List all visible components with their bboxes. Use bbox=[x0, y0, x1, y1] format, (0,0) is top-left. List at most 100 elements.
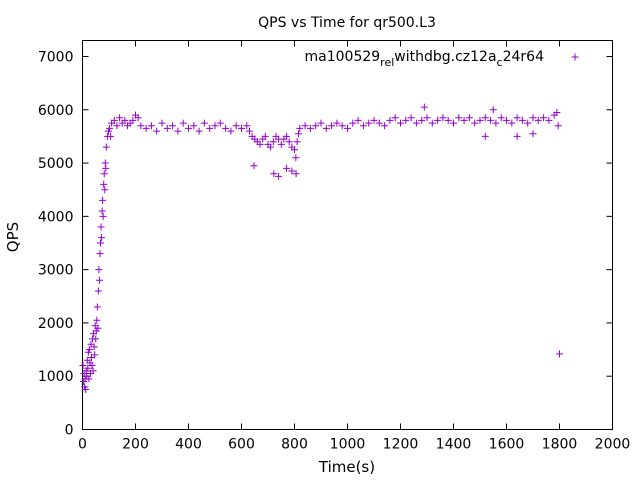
data-point bbox=[137, 122, 145, 130]
data-point bbox=[113, 122, 121, 130]
data-point bbox=[163, 124, 171, 132]
data-point bbox=[91, 351, 99, 359]
data-point bbox=[450, 119, 457, 127]
data-point bbox=[556, 350, 563, 358]
data-point bbox=[100, 180, 108, 188]
data-point bbox=[283, 132, 291, 140]
legend-label-subscript: rel bbox=[380, 56, 394, 69]
chart-title: QPS vs Time for qr500.L3 bbox=[258, 15, 436, 31]
data-point bbox=[84, 364, 92, 372]
x-tick-label: 1000 bbox=[330, 437, 366, 453]
data-point bbox=[195, 127, 203, 135]
data-point bbox=[322, 124, 330, 132]
data-point bbox=[110, 116, 118, 124]
x-tick-label: 1400 bbox=[436, 437, 472, 453]
data-point bbox=[349, 119, 357, 127]
data-point bbox=[200, 119, 208, 127]
y-tick-label: 7000 bbox=[38, 49, 74, 65]
data-point bbox=[487, 116, 495, 124]
data-point bbox=[93, 316, 101, 324]
y-tick-label: 5000 bbox=[38, 156, 74, 172]
data-point bbox=[94, 287, 102, 295]
data-point bbox=[129, 116, 137, 124]
data-point bbox=[90, 343, 98, 351]
data-point bbox=[402, 116, 410, 124]
data-point bbox=[85, 346, 93, 354]
data-point bbox=[503, 116, 510, 124]
data-point bbox=[508, 119, 516, 127]
data-point bbox=[344, 124, 351, 132]
data-point bbox=[338, 122, 346, 130]
data-point bbox=[375, 119, 383, 127]
y-tick-label: 4000 bbox=[38, 209, 74, 225]
legend-label-part: ma100529 bbox=[305, 49, 381, 65]
x-tick-label: 200 bbox=[122, 437, 149, 453]
data-point bbox=[489, 106, 497, 114]
data-point bbox=[328, 122, 336, 130]
x-tick-label: 400 bbox=[175, 437, 202, 453]
legend-marker bbox=[571, 53, 579, 61]
data-point bbox=[95, 276, 103, 284]
data-point bbox=[100, 170, 108, 178]
data-point bbox=[534, 116, 542, 124]
data-point bbox=[179, 119, 187, 127]
data-point bbox=[513, 114, 521, 122]
data-point bbox=[359, 122, 367, 130]
x-axis-ticks: 0 200 400 600 800 1000 1200 1400 1600 1800 2000 bbox=[78, 40, 631, 453]
data-point bbox=[238, 124, 245, 132]
x-tick-label: 1200 bbox=[383, 437, 419, 453]
data-point bbox=[294, 130, 302, 138]
data-point bbox=[306, 124, 314, 132]
data-point bbox=[243, 122, 251, 130]
data-point bbox=[98, 207, 106, 215]
data-point bbox=[333, 119, 341, 127]
data-point bbox=[99, 212, 107, 220]
data-point bbox=[102, 164, 110, 172]
data-point bbox=[121, 116, 129, 124]
data-point bbox=[412, 119, 420, 127]
data-point bbox=[232, 122, 240, 130]
data-point bbox=[275, 172, 283, 180]
data-point bbox=[94, 324, 102, 332]
data-point bbox=[216, 119, 224, 127]
data-point bbox=[455, 114, 463, 122]
x-tick-label: 0 bbox=[78, 437, 87, 453]
data-point bbox=[269, 138, 277, 146]
data-point bbox=[529, 114, 537, 122]
data-point bbox=[174, 127, 182, 135]
y-tick-label: 6000 bbox=[38, 103, 74, 119]
data-point bbox=[428, 119, 436, 127]
data-point bbox=[267, 143, 275, 151]
data-point bbox=[553, 108, 561, 116]
y-tick-label: 2000 bbox=[38, 316, 74, 332]
data-point bbox=[545, 116, 553, 124]
data-point bbox=[82, 386, 90, 394]
data-point bbox=[245, 127, 253, 135]
data-point bbox=[116, 114, 124, 122]
data-point bbox=[554, 122, 562, 130]
data-point bbox=[101, 159, 109, 167]
data-point bbox=[88, 362, 96, 370]
data-point bbox=[85, 375, 93, 383]
data-point bbox=[256, 140, 264, 148]
data-point bbox=[518, 116, 526, 124]
data-point bbox=[222, 124, 230, 132]
data-point bbox=[158, 119, 166, 127]
data-point bbox=[102, 143, 110, 151]
data-point bbox=[420, 103, 428, 111]
x-tick-label: 1600 bbox=[489, 437, 525, 453]
data-point bbox=[291, 146, 298, 154]
data-point bbox=[97, 223, 105, 231]
data-point bbox=[292, 170, 300, 178]
data-point bbox=[79, 362, 87, 370]
x-tick-label: 800 bbox=[281, 437, 308, 453]
data-point bbox=[106, 124, 114, 132]
x-tick-label: 2000 bbox=[595, 437, 631, 453]
data-point bbox=[444, 116, 452, 124]
data-point bbox=[471, 119, 479, 127]
data-point bbox=[97, 239, 105, 247]
data-point bbox=[142, 124, 150, 132]
legend-label-part: withdbg.cz12a bbox=[394, 49, 496, 65]
